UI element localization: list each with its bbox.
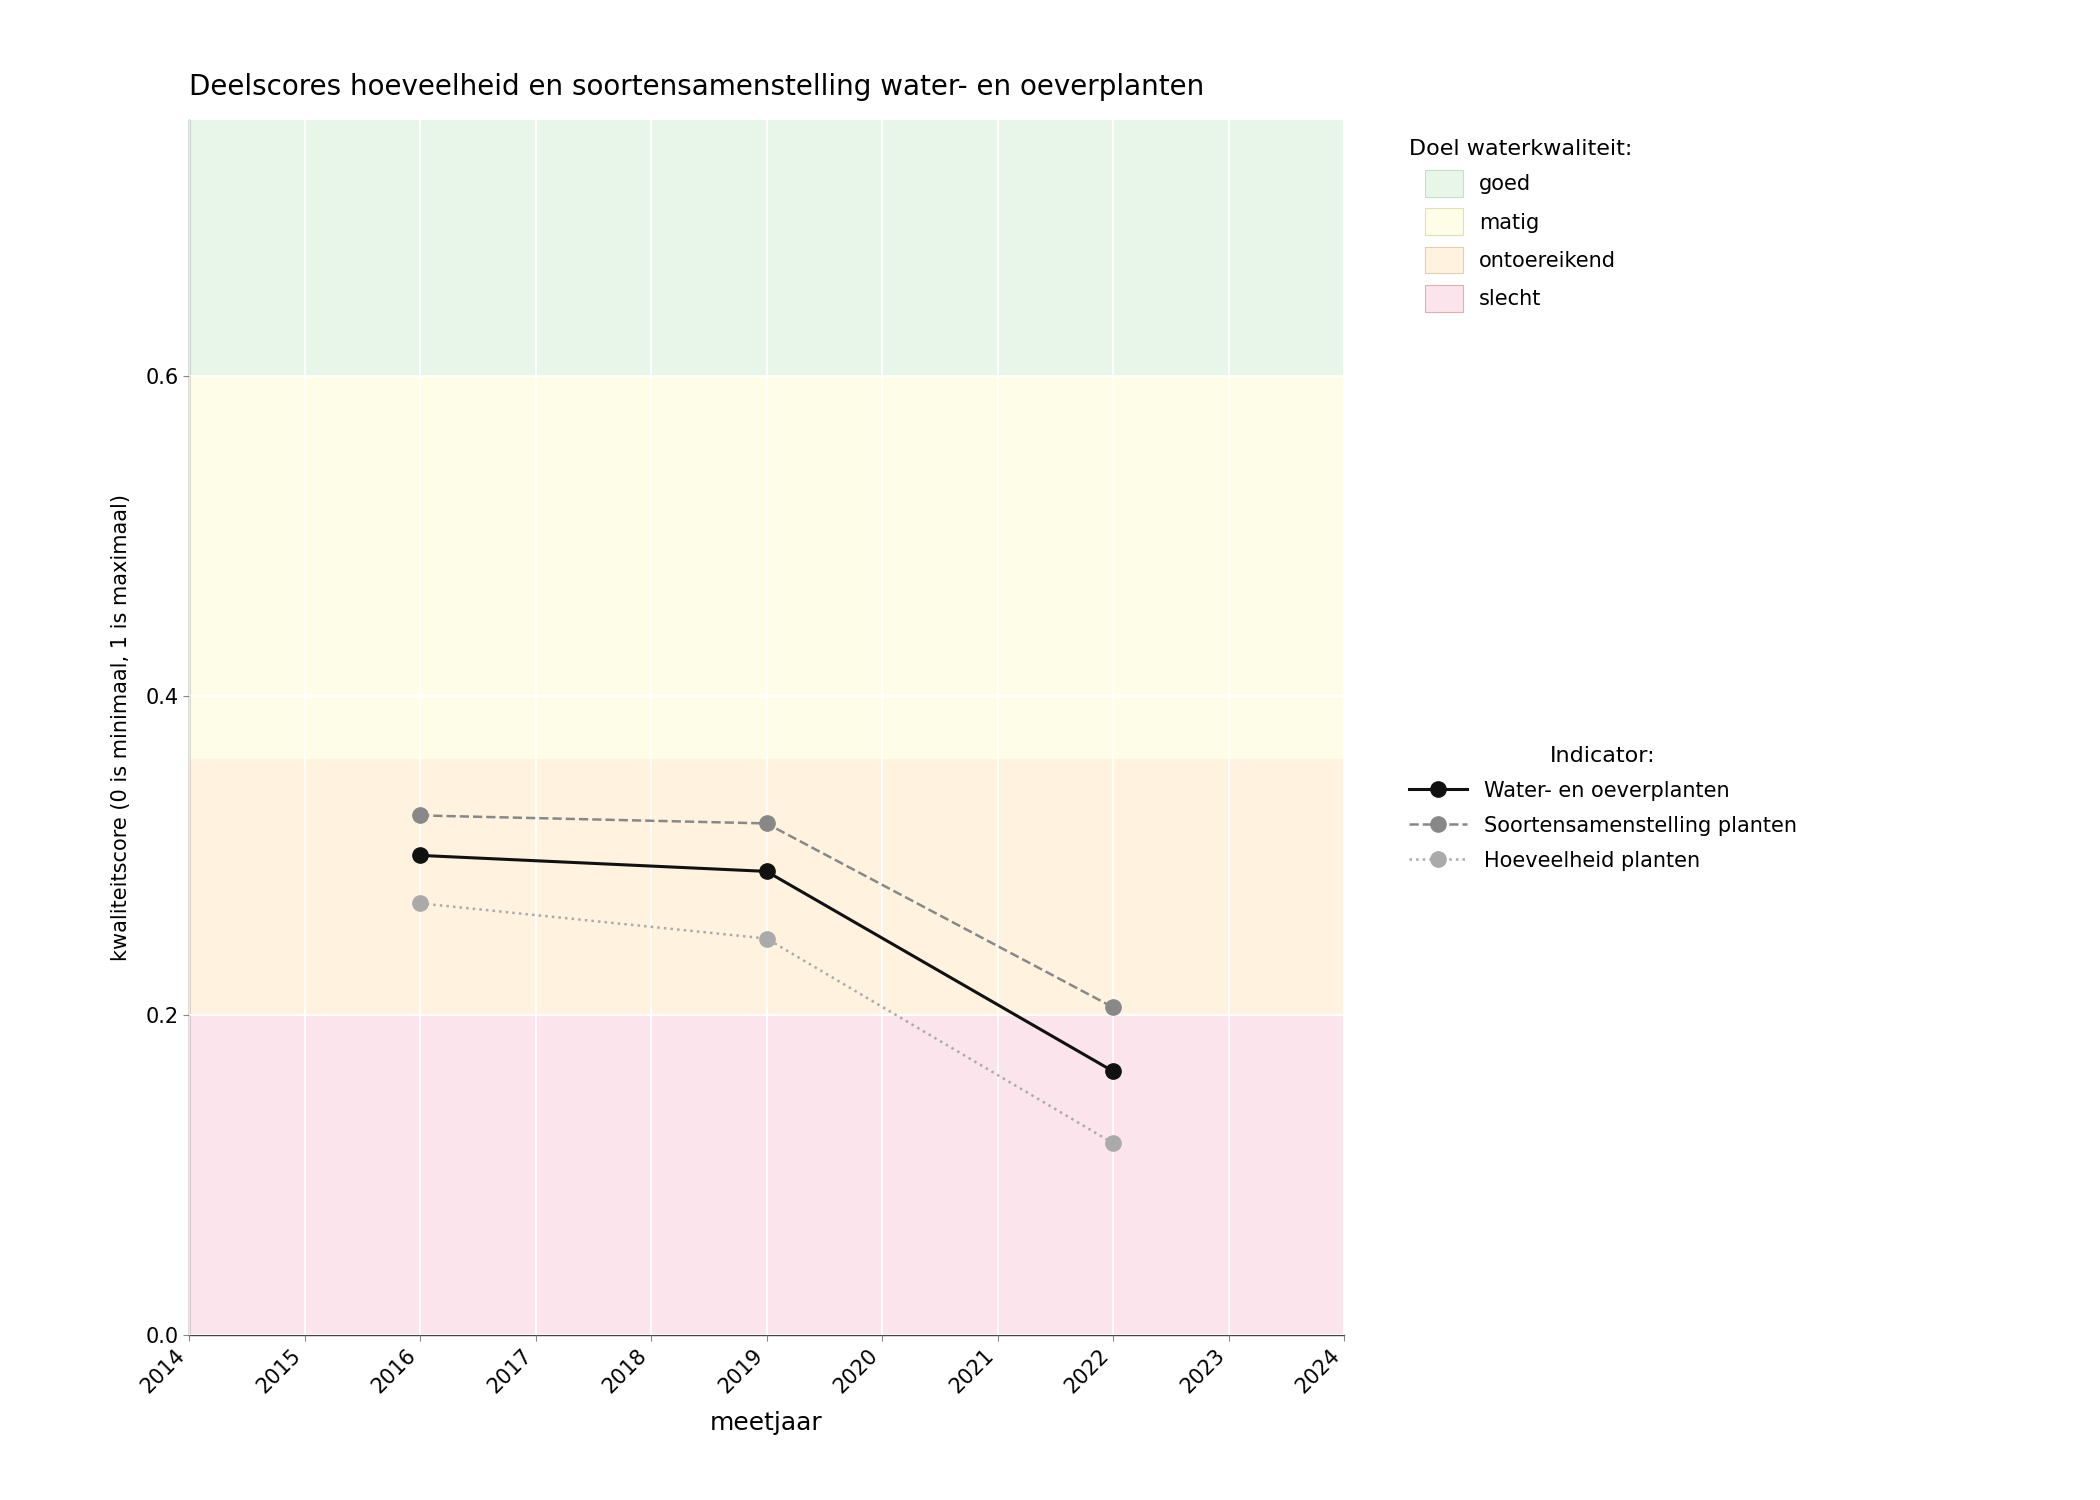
Bar <box>189 1016 1344 1335</box>
Line: Water- en oeverplanten: Water- en oeverplanten <box>412 847 1121 1078</box>
Soortensamenstelling planten <box>754 815 779 833</box>
Line: Hoeveelheid planten: Hoeveelheid planten <box>412 896 1121 1150</box>
Hoeveelheid planten <box>407 894 433 912</box>
Y-axis label: kwaliteitscore (0 is minimaal, 1 is maximaal): kwaliteitscore (0 is minimaal, 1 is maxi… <box>111 494 132 962</box>
Bar <box>189 120 1344 376</box>
Legend: Water- en oeverplanten, Soortensamenstelling planten, Hoeveelheid planten: Water- en oeverplanten, Soortensamenstel… <box>1401 738 1806 879</box>
X-axis label: meetjaar: meetjaar <box>710 1412 823 1436</box>
Text: Deelscores hoeveelheid en soortensamenstelling water- en oeverplanten: Deelscores hoeveelheid en soortensamenst… <box>189 74 1203 100</box>
Bar <box>189 759 1344 1016</box>
Soortensamenstelling planten <box>407 807 433 825</box>
Bar <box>189 376 1344 759</box>
Line: Soortensamenstelling planten: Soortensamenstelling planten <box>412 808 1121 1016</box>
Hoeveelheid planten <box>1100 1134 1126 1152</box>
Water- en oeverplanten <box>754 862 779 880</box>
Water- en oeverplanten <box>407 846 433 864</box>
Water- en oeverplanten <box>1100 1062 1126 1080</box>
Hoeveelheid planten <box>754 930 779 948</box>
Soortensamenstelling planten <box>1100 999 1126 1017</box>
